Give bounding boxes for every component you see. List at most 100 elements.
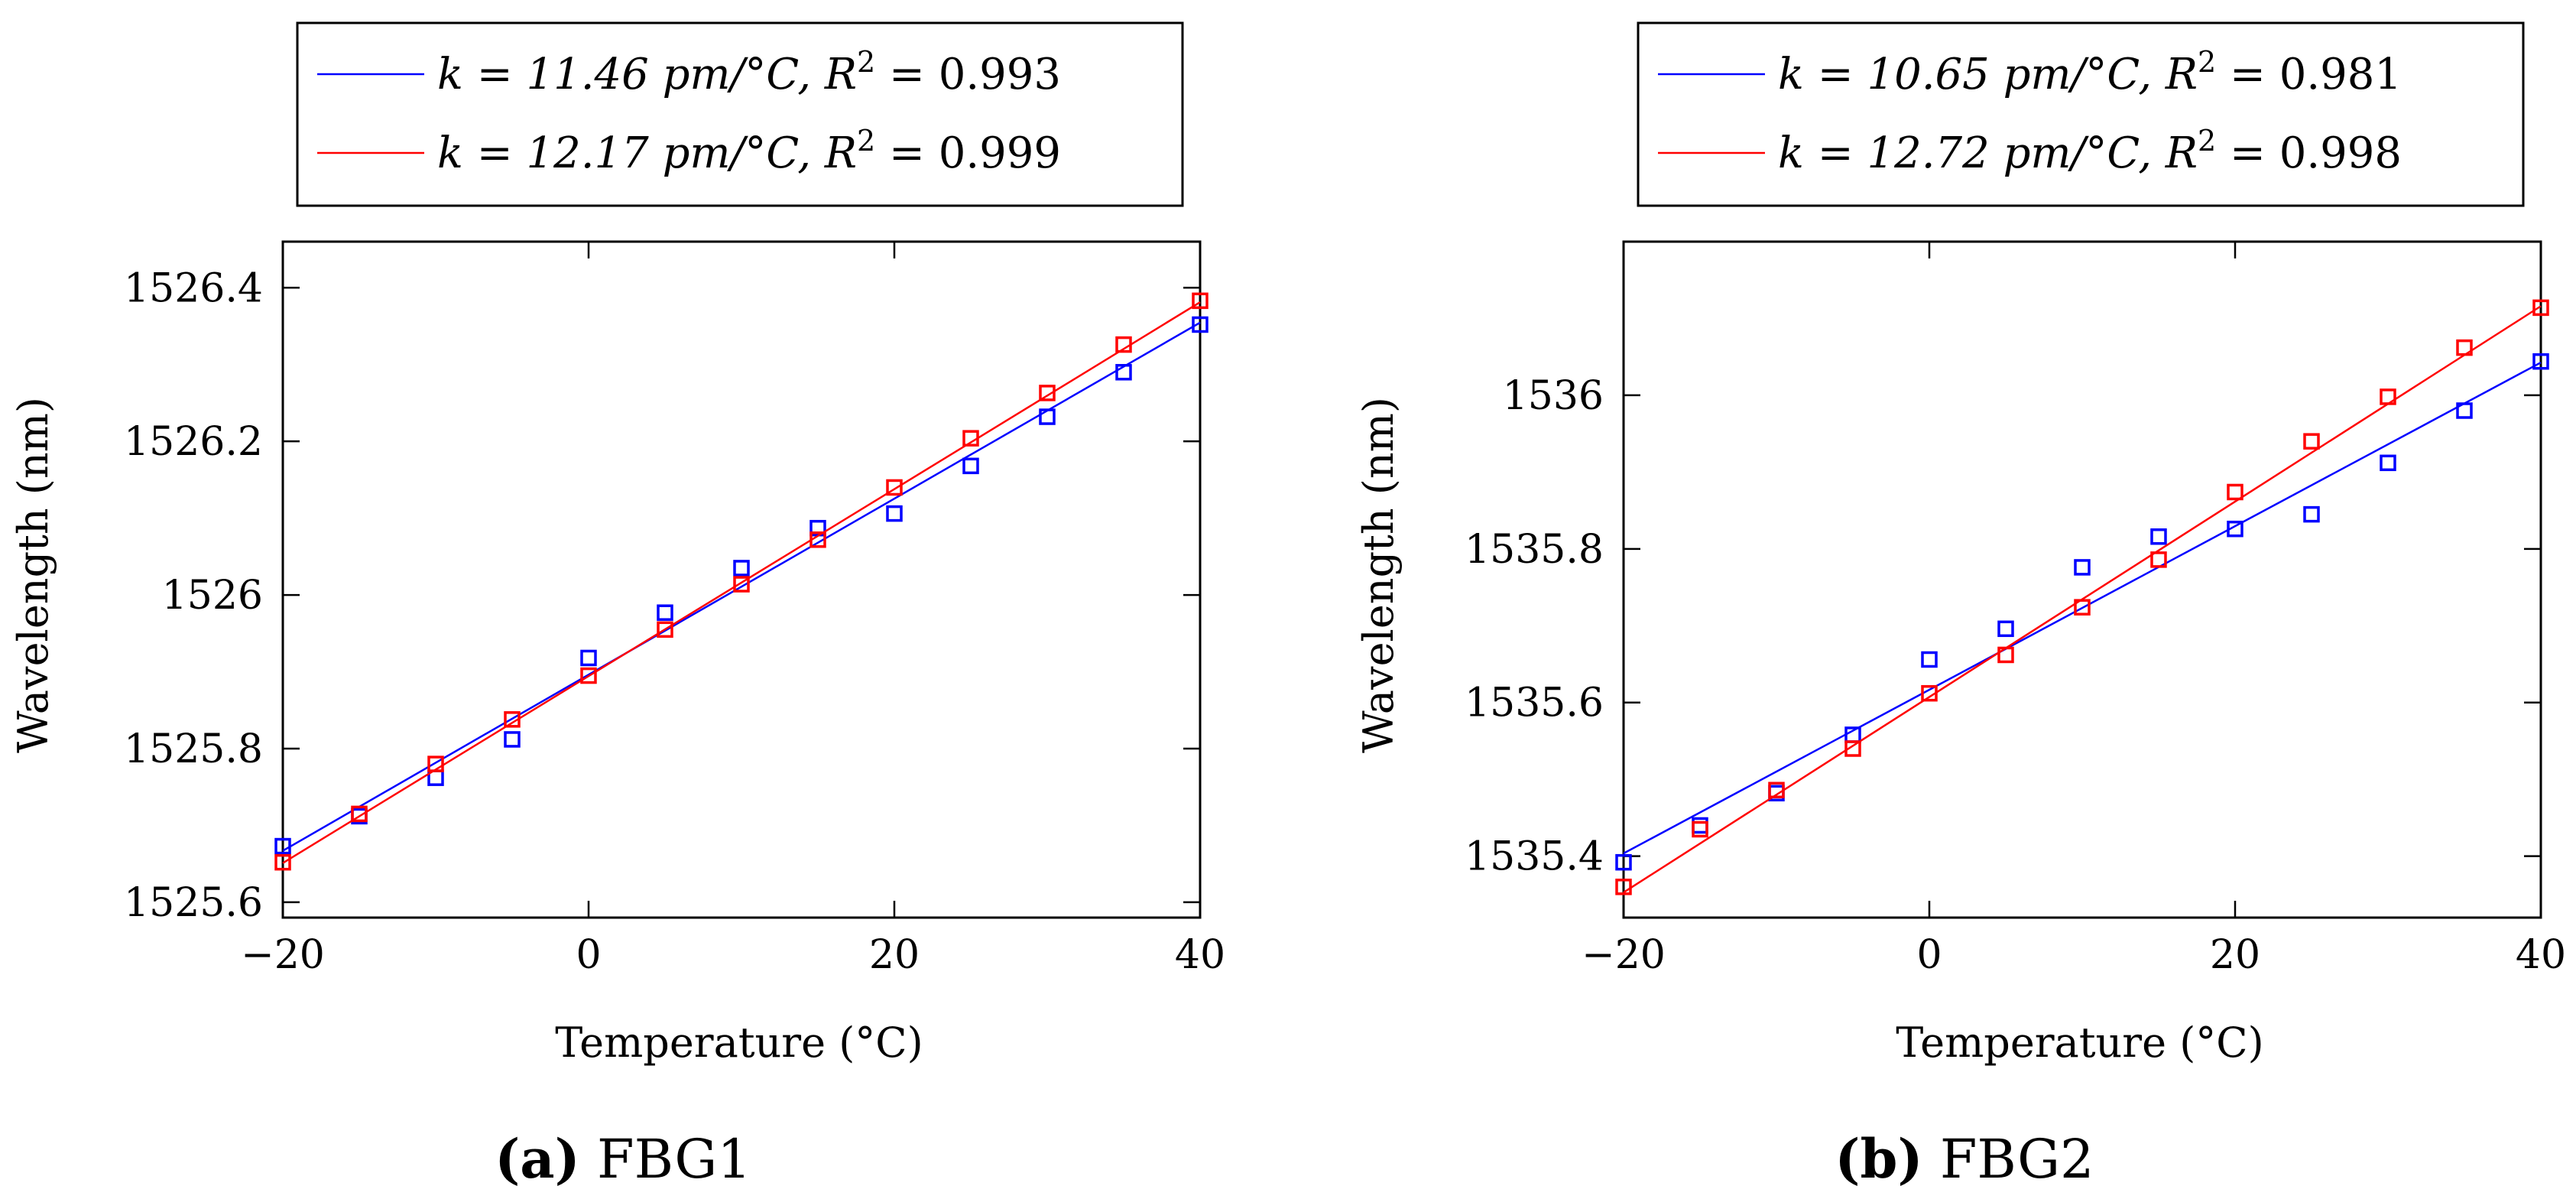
data-point-series-2 — [733, 576, 750, 593]
caption-letter: (b) — [1835, 1127, 1922, 1191]
y-tick-label: 1525.6 — [124, 880, 263, 926]
data-point-series-1 — [962, 457, 979, 475]
legend-r2-symbol: R — [824, 50, 857, 99]
data-point-series-2 — [2532, 299, 2549, 317]
data-point-series-2 — [657, 621, 673, 638]
caption-fbg2: (b) FBG2 — [1835, 1127, 2094, 1191]
plot-frame — [1622, 240, 2542, 919]
legend-k-text: k = 10.65 pm/°C, — [1778, 50, 2166, 99]
legend-r2-superscript: 2 — [857, 45, 875, 79]
data-point-series-2 — [2074, 599, 2091, 616]
legend-k-text: k = 12.72 pm/°C, — [1778, 128, 2166, 178]
data-point-series-2 — [1921, 684, 1938, 702]
data-point-series-1 — [580, 649, 597, 667]
data-point-series-1 — [2227, 520, 2243, 538]
data-point-series-1 — [1997, 620, 2014, 638]
data-point-series-1 — [2303, 505, 2320, 523]
data-point-series-2 — [274, 853, 291, 871]
data-point-series-1 — [1615, 853, 1632, 871]
y-tick-label: 1535.6 — [1465, 681, 1604, 726]
data-point-series-1 — [2074, 559, 2091, 576]
data-point-series-2 — [809, 531, 826, 548]
data-point-series-2 — [1997, 646, 2014, 664]
fit-line-series-1 — [1623, 362, 2542, 855]
data-point-series-2 — [2456, 339, 2473, 356]
data-point-series-2 — [504, 711, 521, 728]
legend-k-text: k = 12.17 pm/°C, — [437, 128, 825, 178]
plot-area-fbg2: −20 0 20 40 1535.4 1535.6 1535.8 1536 — [1465, 240, 2566, 978]
x-tick-label: −20 — [1582, 932, 1666, 978]
y-tick-label: 1536 — [1503, 373, 1604, 419]
x-axis-label: Temperature (°C) — [1896, 1019, 2263, 1067]
data-point-series-1 — [1192, 316, 1209, 333]
x-tick-label: 40 — [2516, 932, 2566, 978]
data-point-series-1 — [2380, 454, 2396, 472]
data-point-series-2 — [2380, 388, 2396, 405]
legend-r2-superscript: 2 — [2198, 45, 2216, 79]
legend-r2-superscript: 2 — [857, 124, 875, 158]
data-point-series-2 — [1692, 820, 1708, 838]
data-point-series-1 — [657, 604, 673, 621]
data-point-series-1 — [886, 505, 903, 522]
y-axis-label: Wavelength (nm) — [9, 397, 57, 753]
data-point-series-1 — [1039, 408, 1056, 425]
legend-r2-symbol: R — [2165, 128, 2198, 178]
x-tick-label: 20 — [2210, 932, 2260, 978]
chart-panel-fbg2: k = 10.65 pm/°C, R2 = 0.981 k = 12.72 pm… — [1355, 21, 2566, 1191]
data-point-series-1 — [1921, 651, 1938, 668]
legend-r2-symbol: R — [824, 128, 857, 178]
data-point-series-2 — [2227, 483, 2243, 501]
x-tick-label: 0 — [1916, 932, 1942, 978]
data-point-series-2 — [1768, 781, 1785, 798]
data-point-series-1 — [504, 731, 521, 748]
legend-r2-value: = 0.981 — [2216, 50, 2402, 99]
legend-box — [296, 21, 1184, 207]
caption-fbg1: (a) FBG1 — [495, 1127, 751, 1191]
data-point-series-2 — [351, 805, 368, 823]
data-point-series-1 — [1115, 364, 1132, 381]
caption-letter: (a) — [495, 1127, 580, 1191]
data-point-series-2 — [962, 430, 979, 447]
data-point-series-2 — [580, 667, 597, 684]
legend-entry-series-1: k = 10.65 pm/°C, R2 = 0.981 — [1778, 45, 2402, 99]
legend-entry-series-2: k = 12.17 pm/°C, R2 = 0.999 — [437, 124, 1061, 178]
legend-r2-value: = 0.998 — [2216, 128, 2402, 178]
x-tick-label: 40 — [1175, 932, 1225, 978]
caption-text: FBG1 — [580, 1128, 751, 1191]
y-tick-label: 1526.2 — [124, 419, 263, 465]
data-point-series-2 — [1192, 292, 1209, 310]
legend-k-text: k = 11.46 pm/°C, — [437, 50, 825, 99]
y-tick-label: 1526.4 — [124, 265, 263, 311]
data-point-series-1 — [2150, 528, 2167, 545]
data-point-series-2 — [1115, 336, 1132, 353]
data-point-series-2 — [1844, 740, 1861, 757]
legend-box — [1637, 21, 2525, 207]
data-point-series-2 — [427, 755, 444, 772]
data-point-series-2 — [1039, 385, 1056, 401]
plot-area-fbg1: −20 0 20 40 1525.6 1525.8 1526 1526.2 1526.4 — [124, 240, 1225, 978]
data-point-series-1 — [274, 837, 291, 855]
legend-r2-symbol: R — [2165, 50, 2198, 99]
data-point-series-1 — [2456, 402, 2473, 419]
plot-frame — [281, 240, 1202, 919]
legend-r2-superscript: 2 — [2198, 124, 2216, 158]
x-tick-label: 20 — [869, 932, 920, 978]
y-tick-label: 1535.8 — [1465, 527, 1604, 573]
legend-entry-series-2: k = 12.72 pm/°C, R2 = 0.998 — [1778, 124, 2402, 178]
y-tick-label: 1526 — [162, 573, 263, 619]
legend-fbg2: k = 10.65 pm/°C, R2 = 0.981 k = 12.72 pm… — [1637, 21, 2525, 207]
chart-panel-fbg1: k = 11.46 pm/°C, R2 = 0.993 k = 12.17 pm… — [9, 21, 1225, 1191]
y-tick-label: 1535.4 — [1465, 834, 1604, 880]
caption-text: FBG2 — [1923, 1128, 2094, 1191]
data-point-series-2 — [2303, 433, 2320, 450]
x-tick-label: 0 — [576, 932, 601, 978]
legend-entry-series-1: k = 11.46 pm/°C, R2 = 0.993 — [437, 45, 1061, 99]
legend-r2-value: = 0.999 — [875, 128, 1061, 178]
x-axis-label: Temperature (°C) — [555, 1019, 923, 1067]
data-point-series-1 — [2532, 353, 2549, 370]
x-tick-label: −20 — [241, 932, 325, 978]
legend-r2-value: = 0.993 — [875, 50, 1061, 99]
data-point-series-2 — [2150, 551, 2167, 568]
data-point-series-1 — [733, 560, 750, 577]
